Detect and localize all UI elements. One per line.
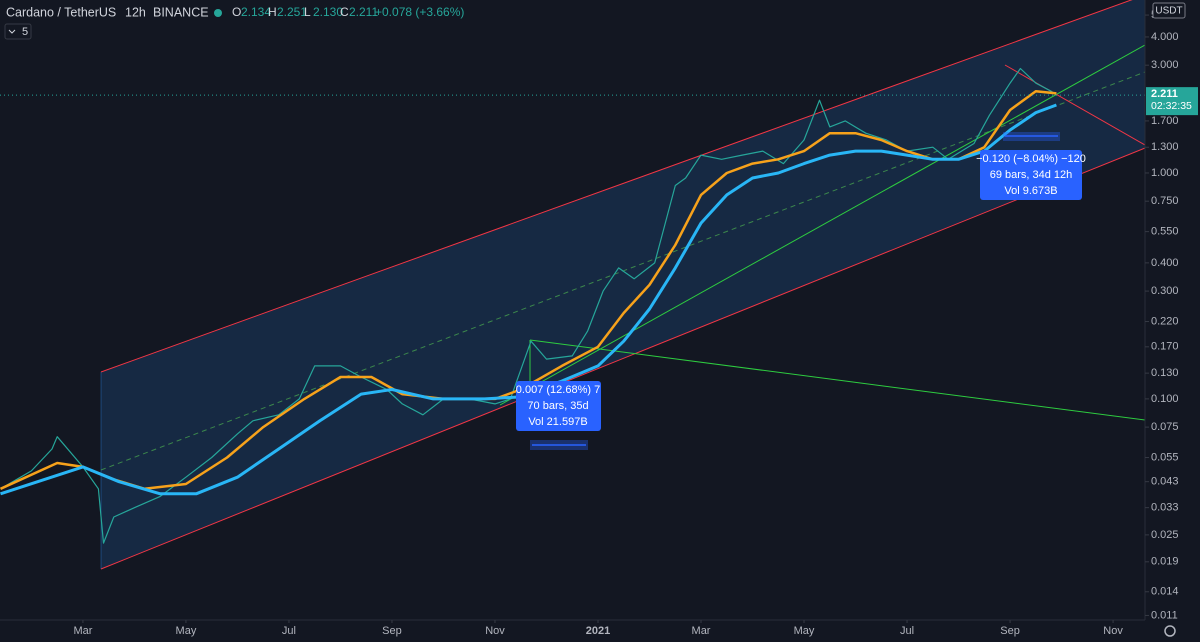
y-tick-label: 0.075 (1151, 421, 1179, 433)
trend-line (1004, 64, 1146, 146)
plot (0, 67, 1145, 544)
y-tick-label: 0.019 (1151, 556, 1179, 568)
axes: 5.0004.0003.0001.7001.3001.0000.7500.550… (73, 9, 1198, 637)
y-tick-label: 1.000 (1151, 167, 1179, 179)
y-tick-label: 0.100 (1151, 393, 1179, 405)
change: +0.078 (+3.66%) (375, 5, 464, 19)
y-tick-label: 0.130 (1151, 367, 1179, 379)
measure-text: 69 bars, 34d 12h (990, 169, 1073, 181)
x-tick-label: May (794, 625, 815, 637)
y-tick-label: 0.014 (1151, 586, 1179, 598)
y-tick-label: 3.000 (1151, 59, 1179, 71)
symbol: Cardano / TetherUS (6, 5, 116, 19)
ohlc-value: 2.251 (277, 5, 307, 19)
chevron (8, 29, 16, 34)
settings-icon[interactable] (1164, 625, 1176, 637)
x-tick-label: Sep (1000, 625, 1020, 637)
measure-text: 0.007 (12.68%) 7 (516, 384, 600, 396)
indicator-toggle[interactable] (4, 23, 32, 40)
y-tick-label: 0.011 (1151, 609, 1178, 621)
price-badge (1146, 87, 1198, 116)
x-tick-label: Jul (900, 625, 914, 637)
measure-box (980, 150, 1082, 200)
y-tick-label: 0.025 (1151, 529, 1179, 541)
ohlc-value: 2.211 (349, 5, 378, 19)
y-tick-label: 1.700 (1151, 115, 1179, 127)
ohlc-label: L (304, 5, 311, 19)
y-tick-label: 0.043 (1151, 476, 1179, 488)
ohlc-value: 2.134 (241, 5, 271, 19)
x-tick-label: Sep (382, 625, 402, 637)
x-tick-label: May (176, 625, 197, 637)
currency-badge (1152, 2, 1186, 19)
trend-line (499, 44, 1146, 406)
ohlc-value: 2.130 (313, 5, 343, 19)
exchange: BINANCE (153, 5, 209, 19)
measure-text: Vol 21.597B (528, 416, 587, 428)
status-dot (214, 9, 222, 17)
y-tick-label: 0.055 (1151, 451, 1179, 463)
measure-box (516, 381, 601, 431)
trend-line (529, 339, 1146, 421)
countdown: 02:32:35 (1151, 100, 1192, 112)
price-line (0, 90, 1057, 491)
x-tick-label: Nov (485, 625, 505, 637)
y-tick-label: 1.300 (1151, 141, 1179, 153)
y-tick-label: 0.220 (1151, 315, 1179, 327)
measure-text: −0.120 (−8.04%) −120 (976, 153, 1086, 165)
currency: USDT (1155, 6, 1182, 17)
y-tick-label: 0.550 (1151, 226, 1179, 238)
y-tick-label: 4.000 (1151, 31, 1179, 43)
interval: 12h (125, 5, 146, 19)
channel-top (100, 0, 1133, 373)
indicator-count: 5 (22, 26, 28, 38)
price-line (0, 103, 1057, 496)
x-tick-label: Jul (282, 625, 296, 637)
measure-text: 70 bars, 35d (527, 400, 588, 412)
y-tick-label: 0.170 (1151, 341, 1179, 353)
ohlc-label: O (232, 5, 241, 19)
y-tick-label: 0.400 (1151, 257, 1179, 269)
x-tick-label: Nov (1103, 625, 1123, 637)
y-tick-label: 0.750 (1151, 195, 1179, 207)
last-price: 2.211 (1151, 88, 1178, 100)
ohlc-label: C (340, 5, 349, 19)
x-tick-label: Mar (73, 625, 92, 637)
x-tick-label: Mar (692, 625, 711, 637)
measure-text: Vol 9.673B (1004, 185, 1057, 197)
y-tick-label: 0.033 (1151, 502, 1179, 514)
channel-bottom (100, 147, 1146, 570)
ohlc-label: H (268, 5, 277, 19)
x-tick-label: 2021 (586, 625, 610, 637)
y-tick-label: 0.300 (1151, 285, 1179, 297)
